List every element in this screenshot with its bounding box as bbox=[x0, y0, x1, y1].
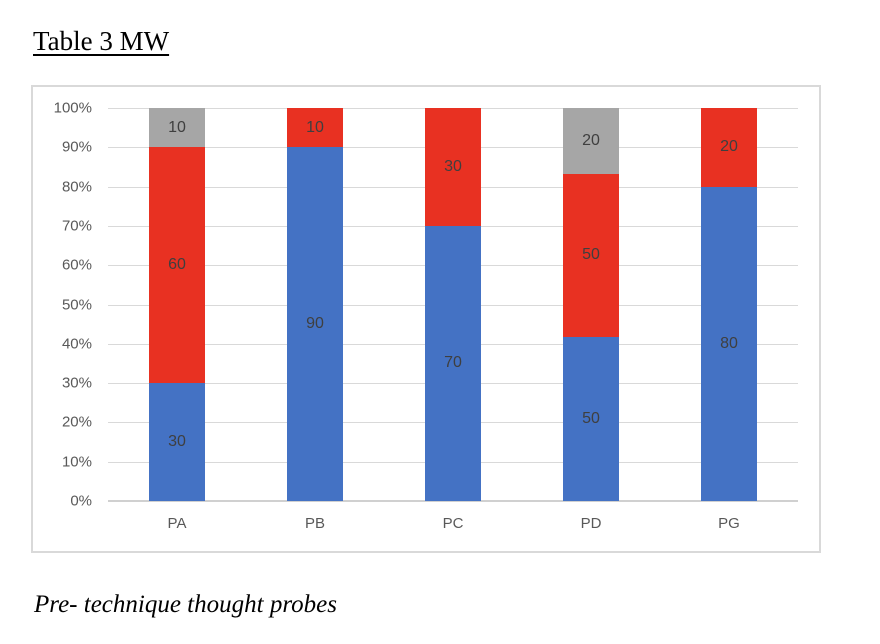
blue-segment: 50 bbox=[563, 337, 619, 501]
data-label: 20 bbox=[582, 131, 600, 149]
x-tick-label-pa: PA bbox=[167, 515, 187, 532]
stacked-bar-pb: 90 10 bbox=[287, 108, 343, 501]
y-tick-label: 50% bbox=[61, 296, 92, 313]
stacked-bar-pa: 30 60 10 bbox=[149, 108, 205, 501]
blue-segment: 90 bbox=[287, 147, 343, 501]
x-axis: PA PB PC PD PG bbox=[108, 515, 798, 539]
data-label: 50 bbox=[582, 410, 600, 428]
blue-segment: 70 bbox=[425, 225, 481, 501]
plot-area: 30 60 10 90 10 70 30 50 50 20 80 20 bbox=[108, 108, 798, 502]
stacked-bar-pd: 50 50 20 bbox=[563, 108, 619, 501]
gray-segment: 20 bbox=[563, 108, 619, 174]
stacked-bar-pg: 80 20 bbox=[701, 108, 757, 501]
y-axis: 0% 10% 20% 30% 40% 50% 60% 70% 80% 90% 100% bbox=[33, 100, 100, 510]
red-segment: 50 bbox=[563, 173, 619, 338]
y-tick-label: 60% bbox=[61, 256, 92, 274]
y-tick-label: 90% bbox=[61, 138, 92, 156]
data-label: 10 bbox=[306, 118, 324, 136]
bar-series-container: 30 60 10 90 10 70 30 50 50 20 80 20 bbox=[108, 108, 798, 501]
y-tick-label: 40% bbox=[61, 335, 92, 353]
data-label: 10 bbox=[168, 118, 186, 136]
red-segment: 60 bbox=[149, 147, 205, 384]
y-tick-label: 20% bbox=[61, 413, 92, 431]
data-label: 90 bbox=[306, 315, 324, 333]
x-tick-label-pd: PD bbox=[580, 515, 602, 532]
data-label: 30 bbox=[444, 157, 462, 175]
chart-area: 30 60 10 90 10 70 30 50 50 20 80 20 0% 10% 20% 30% 40% 5… bbox=[31, 85, 821, 553]
y-tick-label: 0% bbox=[70, 492, 92, 510]
figure-caption: Pre- technique thought probes bbox=[34, 591, 337, 618]
y-tick-label: 30% bbox=[61, 374, 92, 392]
x-axis-line bbox=[108, 500, 798, 502]
x-tick-label-pb: PB bbox=[304, 515, 325, 532]
data-label: 20 bbox=[720, 138, 738, 156]
x-tick-label-pc: PC bbox=[442, 515, 464, 532]
y-tick-label: 70% bbox=[61, 217, 92, 235]
blue-segment: 80 bbox=[701, 186, 757, 501]
stacked-bar-pc: 70 30 bbox=[425, 108, 481, 501]
document-title: Table 3 MW bbox=[33, 26, 170, 56]
data-label: 70 bbox=[444, 354, 462, 372]
red-segment: 30 bbox=[425, 108, 481, 226]
data-label: 30 bbox=[168, 433, 186, 451]
gray-segment: 10 bbox=[149, 108, 205, 148]
blue-segment: 30 bbox=[149, 383, 205, 501]
y-tick-label: 100% bbox=[53, 99, 92, 117]
data-label: 60 bbox=[168, 256, 186, 274]
x-tick-label-pg: PG bbox=[718, 515, 740, 532]
red-segment: 10 bbox=[287, 108, 343, 148]
data-label: 50 bbox=[582, 246, 600, 264]
data-label: 80 bbox=[720, 334, 738, 352]
y-tick-label: 10% bbox=[61, 453, 92, 471]
y-tick-label: 80% bbox=[61, 178, 92, 196]
red-segment: 20 bbox=[701, 108, 757, 187]
